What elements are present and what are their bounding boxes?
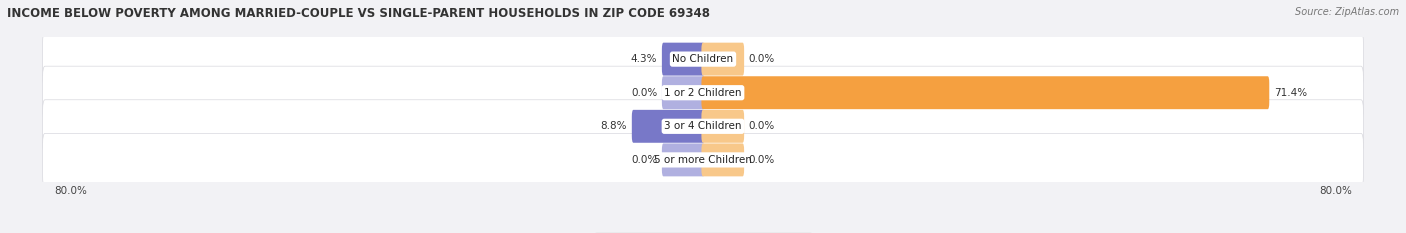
Text: Source: ZipAtlas.com: Source: ZipAtlas.com bbox=[1295, 7, 1399, 17]
FancyBboxPatch shape bbox=[631, 110, 704, 143]
Text: 0.0%: 0.0% bbox=[749, 54, 775, 64]
FancyBboxPatch shape bbox=[702, 43, 744, 75]
Text: 8.8%: 8.8% bbox=[600, 121, 627, 131]
Text: INCOME BELOW POVERTY AMONG MARRIED-COUPLE VS SINGLE-PARENT HOUSEHOLDS IN ZIP COD: INCOME BELOW POVERTY AMONG MARRIED-COUPL… bbox=[7, 7, 710, 20]
Text: 3 or 4 Children: 3 or 4 Children bbox=[664, 121, 742, 131]
FancyBboxPatch shape bbox=[662, 43, 704, 75]
Text: 1 or 2 Children: 1 or 2 Children bbox=[664, 88, 742, 98]
FancyBboxPatch shape bbox=[702, 110, 744, 143]
Text: 4.3%: 4.3% bbox=[631, 54, 657, 64]
FancyBboxPatch shape bbox=[42, 133, 1364, 186]
Text: 0.0%: 0.0% bbox=[749, 155, 775, 165]
FancyBboxPatch shape bbox=[662, 76, 704, 109]
Text: 0.0%: 0.0% bbox=[749, 121, 775, 131]
FancyBboxPatch shape bbox=[702, 144, 744, 176]
FancyBboxPatch shape bbox=[42, 66, 1364, 119]
FancyBboxPatch shape bbox=[662, 144, 704, 176]
FancyBboxPatch shape bbox=[702, 76, 1270, 109]
FancyBboxPatch shape bbox=[42, 100, 1364, 153]
Text: 5 or more Children: 5 or more Children bbox=[654, 155, 752, 165]
Text: No Children: No Children bbox=[672, 54, 734, 64]
Text: 0.0%: 0.0% bbox=[631, 88, 657, 98]
Text: 71.4%: 71.4% bbox=[1274, 88, 1308, 98]
Text: 0.0%: 0.0% bbox=[631, 155, 657, 165]
FancyBboxPatch shape bbox=[42, 33, 1364, 86]
